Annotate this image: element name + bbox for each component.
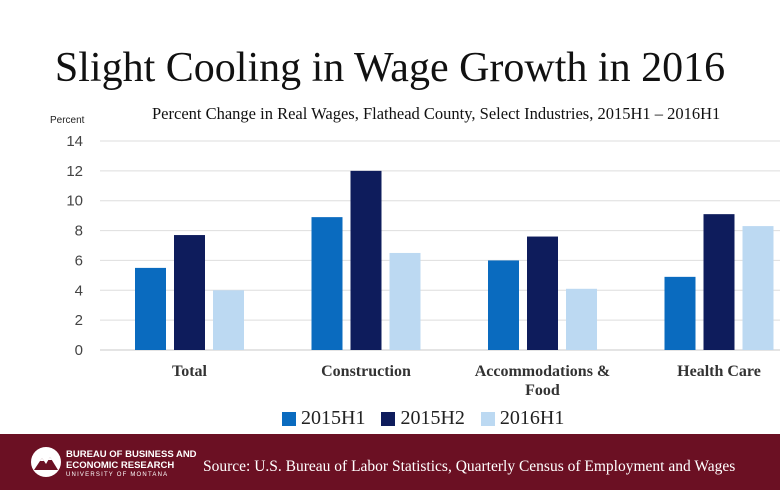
- y-tick-label-6: 6: [75, 252, 83, 269]
- logo-line-2: ECONOMIC RESEARCH: [66, 460, 175, 471]
- bar-2015h1-0: [135, 267, 166, 350]
- bar-2016h1-2: [566, 288, 597, 350]
- mountain-logo-icon: [31, 447, 61, 477]
- legend-item-2016h1: 2016H1: [480, 407, 565, 430]
- x-tick-label-0-0: Total: [172, 363, 208, 380]
- bar-2015h2-2: [527, 236, 558, 350]
- x-tick-label-3-0: Health Care: [677, 363, 761, 380]
- logo-text: BUREAU OF BUSINESS AND ECONOMIC RESEARCH: [66, 449, 197, 471]
- bar-2016h1-3: [742, 226, 774, 350]
- bar-2015h1-3: [664, 276, 696, 350]
- y-tick-label-8: 8: [75, 223, 83, 240]
- legend-swatch-2015h2: [381, 411, 396, 426]
- chart-title: Slight Cooling in Wage Growth in 2016: [54, 45, 726, 91]
- y-tick-label-2: 2: [75, 312, 83, 329]
- chart-subtitle: Percent Change in Real Wages, Flathead C…: [152, 104, 721, 123]
- bar-2015h1-2: [488, 260, 519, 350]
- y-tick-label-10: 10: [66, 193, 83, 210]
- bar-2016h1-0: [213, 290, 244, 350]
- bar-2016h1-1: [389, 252, 421, 350]
- y-tick-label-4: 4: [75, 282, 83, 299]
- logo-line-1: BUREAU OF BUSINESS AND: [66, 449, 197, 460]
- y-tick-label-12: 12: [66, 163, 83, 180]
- y-tick-label-14: 14: [66, 133, 83, 150]
- source-note: Source: U.S. Bureau of Labor Statistics,…: [203, 458, 736, 475]
- x-tick-label-1-0: Construction: [321, 363, 411, 380]
- y-tick-label-0: 0: [75, 342, 83, 359]
- legend-item-2015h1: 2015H1: [282, 407, 365, 430]
- legend-label-2015h2: 2015H2: [400, 407, 465, 429]
- bar-2015h1-1: [311, 217, 343, 350]
- bar-2015h2-0: [174, 235, 205, 350]
- legend-label-2016h1: 2016H1: [499, 407, 565, 429]
- footer-bar: BUREAU OF BUSINESS AND ECONOMIC RESEARCH…: [0, 434, 780, 490]
- legend-swatch-2016h1: [480, 411, 495, 426]
- bar-2015h2-3: [703, 214, 735, 350]
- legend-swatch-2015h1: [282, 411, 296, 426]
- y-axis-label: Percent: [50, 115, 85, 126]
- legend-item-2015h2: 2015H2: [381, 407, 465, 430]
- x-tick-label-2-0: Accommodations &: [475, 363, 611, 380]
- bar-2015h2-1: [350, 170, 382, 350]
- x-tick-label-2-1: Food: [525, 382, 560, 399]
- logo-subtitle: UNIVERSITY OF MONTANA: [66, 472, 169, 478]
- bar-chart: 0 2 4 6 8 10 12 14 Total Construction Accommodatio…: [66, 133, 780, 399]
- chart-legend: 2015H1 2015H2 2016H1: [282, 407, 580, 430]
- legend-label-2015h1: 2015H1: [301, 407, 366, 429]
